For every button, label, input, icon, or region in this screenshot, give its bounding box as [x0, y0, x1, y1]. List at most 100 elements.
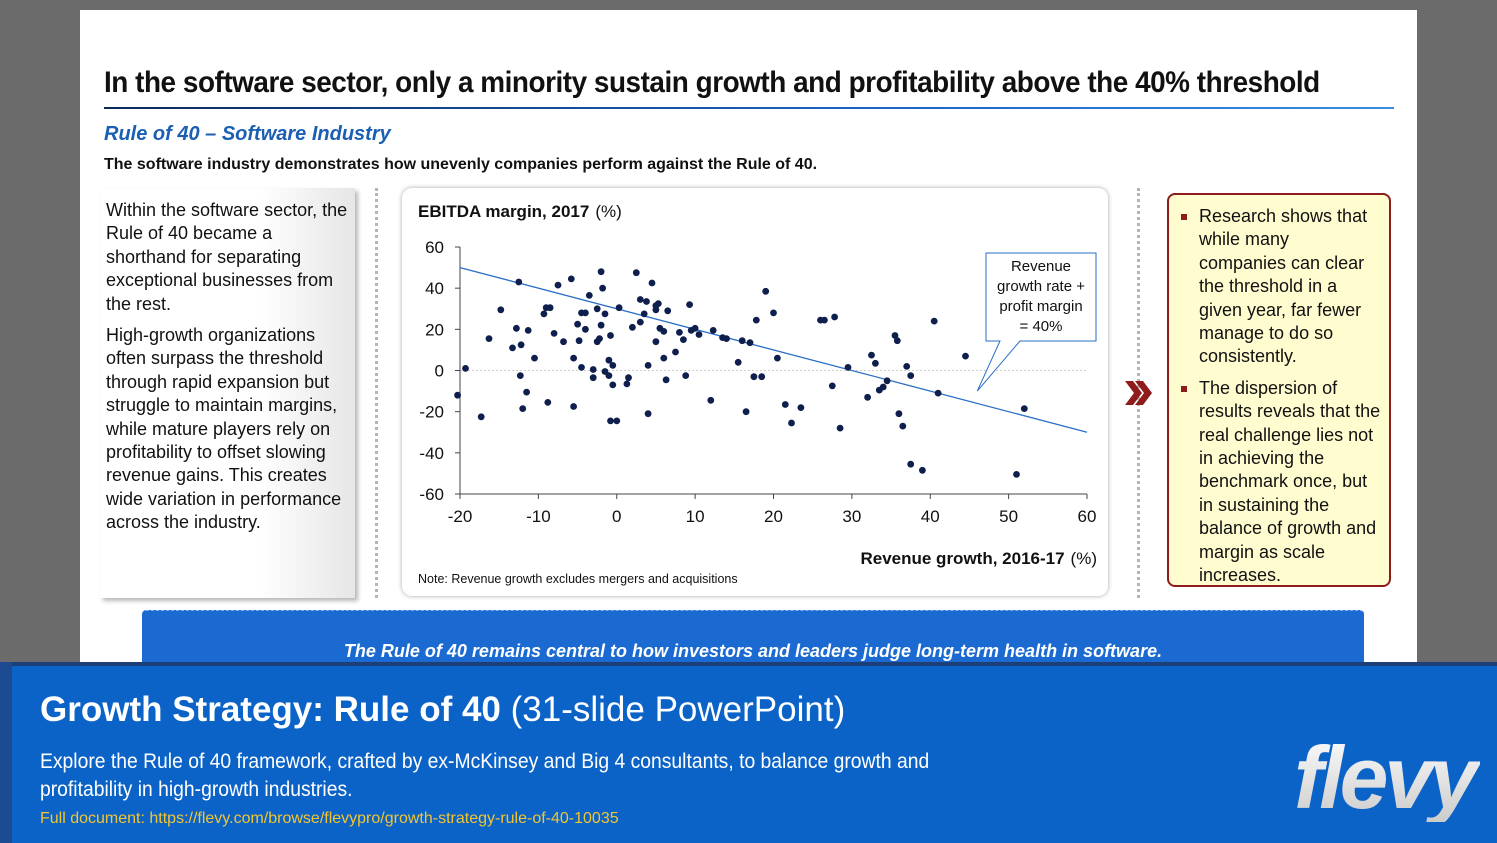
- data-point: [623, 380, 631, 388]
- promo-footer: Growth Strategy: Rule of 40 (31-slide Po…: [0, 662, 1497, 843]
- slide: In the software sector, only a minority …: [80, 10, 1417, 681]
- data-point: [781, 401, 789, 408]
- data-point: [695, 331, 703, 338]
- data-point: [554, 281, 562, 289]
- data-point: [907, 460, 915, 468]
- data-point: [893, 337, 901, 345]
- data-point: [652, 306, 660, 314]
- data-point: [774, 354, 781, 362]
- data-point: [454, 391, 461, 399]
- data-point: [609, 362, 617, 369]
- data-point: [868, 351, 875, 359]
- y-tick-label: 40: [425, 279, 444, 298]
- data-point: [625, 374, 632, 382]
- data-point: [607, 332, 614, 339]
- data-point: [770, 309, 777, 317]
- conclusion-text: The Rule of 40 remains central to how in…: [343, 641, 1163, 661]
- data-point: [516, 372, 524, 379]
- data-point: [752, 316, 760, 324]
- data-point: [934, 389, 942, 397]
- data-point: [632, 269, 640, 277]
- data-point: [575, 337, 583, 345]
- data-point: [597, 321, 605, 329]
- data-point: [707, 396, 715, 404]
- chart-panel: EBITDA margin, 2017 (%) Revenue growth, 2…: [402, 188, 1108, 596]
- y-tick-label: 20: [425, 320, 444, 339]
- data-point: [883, 377, 891, 385]
- footer-side-accent: [0, 662, 12, 843]
- right-bullet-2: The dispersion of results reveals that t…: [1177, 377, 1381, 588]
- scatter-chart: EBITDA margin, 2017 (%) Revenue growth, 2…: [418, 202, 1097, 586]
- x-tick-label: 0: [612, 507, 621, 526]
- y-tick-label: 0: [435, 362, 444, 381]
- y-tick-label: -60: [419, 485, 444, 504]
- right-bullet-1: Research shows that while many companies…: [1177, 205, 1381, 369]
- flevy-logo-text: flevy: [1294, 732, 1480, 822]
- footer-document-link[interactable]: Full document: https://flevy.com/browse/…: [40, 810, 619, 827]
- data-point: [636, 318, 644, 326]
- data-point: [519, 405, 527, 412]
- data-point: [723, 335, 730, 342]
- data-point: [831, 313, 838, 321]
- data-point: [599, 284, 606, 292]
- x-tick-label: 20: [764, 507, 783, 526]
- data-point: [654, 300, 662, 307]
- data-point: [660, 328, 668, 335]
- slide-subtitle: Rule of 40 – Software Industry: [104, 123, 391, 145]
- data-point: [758, 373, 766, 381]
- footer-description: Explore the Rule of 40 framework, crafte…: [40, 750, 930, 801]
- slide-lead: The software industry demonstrates how u…: [104, 156, 818, 173]
- data-point: [919, 466, 926, 474]
- slide-title: In the software sector, only a minority …: [104, 66, 1320, 99]
- rule-of-40-line: [459, 266, 1088, 433]
- data-point: [560, 338, 567, 346]
- square-bullet-icon: [1181, 385, 1187, 392]
- data-point: [872, 359, 879, 367]
- data-point: [546, 304, 554, 312]
- data-point: [567, 275, 575, 283]
- data-point: [821, 316, 828, 324]
- divider-left: [375, 188, 378, 598]
- data-point: [597, 268, 605, 276]
- data-point: [593, 305, 601, 313]
- data-point: [605, 356, 613, 364]
- square-bullet-icon: [1181, 214, 1187, 220]
- data-point: [589, 374, 597, 382]
- data-point: [836, 424, 844, 432]
- data-point: [550, 330, 558, 337]
- chart-title-main: EBITDA margin, 2017: [418, 202, 589, 221]
- data-point: [485, 335, 493, 342]
- data-point: [589, 366, 597, 373]
- right-callout-box: Research shows that while many companies…: [1167, 193, 1391, 587]
- data-point: [750, 373, 758, 381]
- data-point: [540, 310, 548, 318]
- data-point: [962, 352, 969, 360]
- callout-label-line: Revenue: [1011, 258, 1071, 275]
- flevy-logo[interactable]: flevy: [1290, 732, 1480, 822]
- y-tick-label: 60: [425, 238, 444, 257]
- data-point: [930, 317, 938, 325]
- data-point: [903, 363, 911, 370]
- data-point: [891, 332, 899, 339]
- data-point: [797, 404, 805, 411]
- footer-title-bold: Growth Strategy: Rule of 40: [40, 690, 501, 729]
- x-tick-label: 60: [1078, 507, 1097, 526]
- right-bullet-1-text: Research shows that while many companies…: [1199, 206, 1368, 367]
- x-axis-label-main: Revenue growth, 2016-17: [860, 549, 1064, 568]
- data-point: [515, 278, 523, 286]
- data-point: [680, 336, 687, 343]
- data-point: [477, 413, 485, 421]
- data-point: [636, 296, 644, 303]
- data-point: [517, 341, 525, 349]
- data-point: [574, 320, 581, 328]
- chevron-right-icon: [1125, 381, 1152, 405]
- data-point: [664, 307, 672, 315]
- data-point: [828, 382, 836, 390]
- x-tick-label: 30: [842, 507, 861, 526]
- data-point: [864, 393, 871, 401]
- data-point: [844, 364, 852, 371]
- data-point: [899, 422, 907, 430]
- data-point: [596, 335, 603, 342]
- data-point: [613, 417, 621, 425]
- data-point: [672, 348, 679, 356]
